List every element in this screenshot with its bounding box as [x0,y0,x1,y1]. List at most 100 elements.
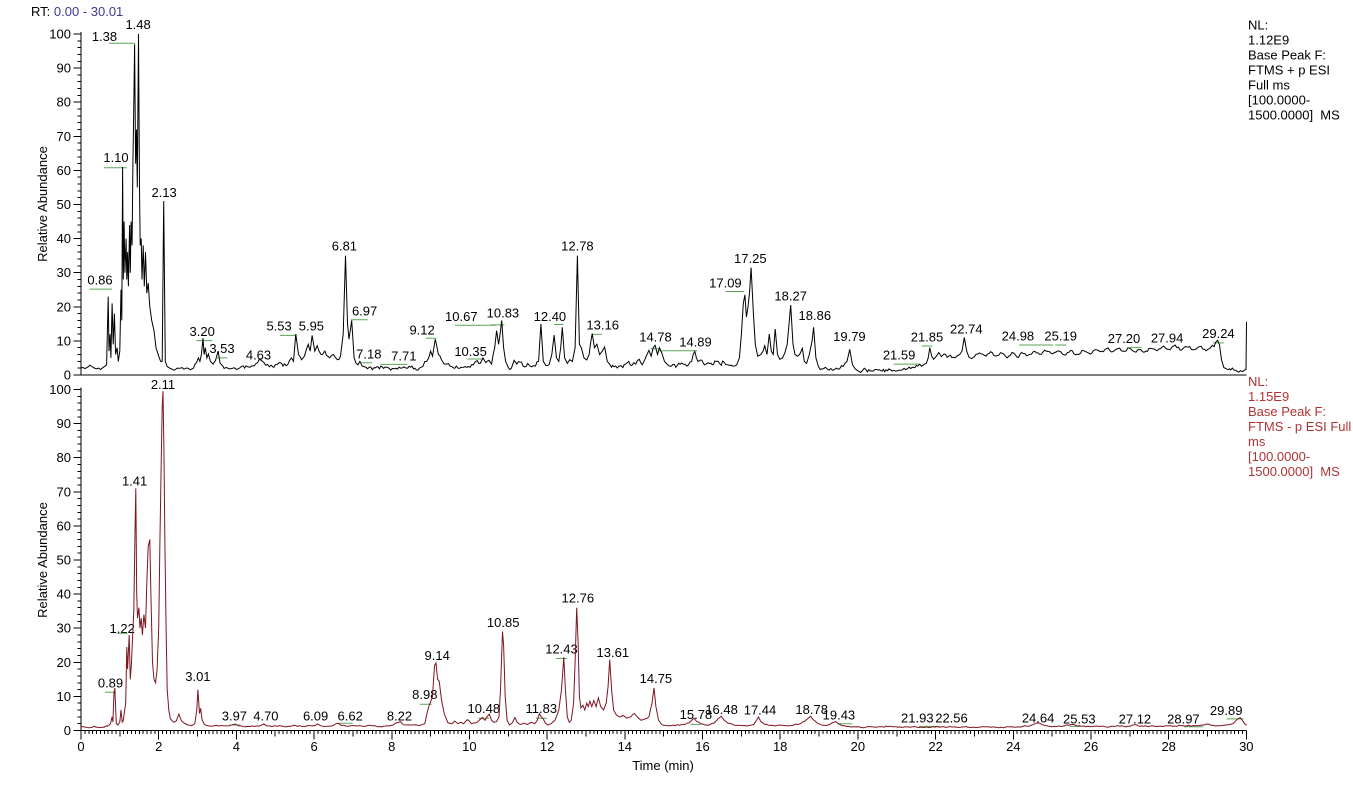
svg-text:19.79: 19.79 [833,329,866,344]
svg-text:6.62: 6.62 [338,708,363,723]
svg-text:28: 28 [1161,739,1175,754]
svg-text:18.78: 18.78 [795,702,828,717]
svg-text:18.27: 18.27 [774,289,807,304]
svg-text:14.78: 14.78 [639,330,672,345]
svg-text:13.16: 13.16 [586,318,619,333]
svg-text:70: 70 [57,484,71,499]
svg-text:9.14: 9.14 [425,648,450,663]
svg-text:21.59: 21.59 [883,348,916,363]
svg-text:1.48: 1.48 [125,17,150,32]
svg-text:4.70: 4.70 [253,708,278,723]
svg-text:9.12: 9.12 [409,322,434,337]
svg-text:50: 50 [57,197,71,212]
svg-text:80: 80 [57,95,71,110]
svg-text:3.20: 3.20 [190,324,215,339]
svg-text:1500.0000] MS: 1500.0000] MS [1248,464,1340,479]
svg-text:Base Peak F:: Base Peak F: [1248,404,1326,419]
svg-text:FTMS - p ESI Full: FTMS - p ESI Full [1248,419,1351,434]
svg-text:10.85: 10.85 [487,615,520,630]
svg-text:1.22: 1.22 [110,621,135,636]
svg-text:27.94: 27.94 [1151,331,1184,346]
svg-text:18.86: 18.86 [799,308,832,323]
svg-text:12.43: 12.43 [545,641,578,656]
svg-text:21.85: 21.85 [911,330,944,345]
svg-text:27.12: 27.12 [1119,711,1152,726]
svg-text:24.64: 24.64 [1022,711,1055,726]
svg-text:25.19: 25.19 [1044,329,1077,344]
svg-text:3.01: 3.01 [185,669,210,684]
svg-text:29.24: 29.24 [1202,326,1235,341]
svg-text:22.56: 22.56 [935,710,968,725]
svg-text:28.97: 28.97 [1167,711,1200,726]
svg-text:7.18: 7.18 [356,347,381,362]
svg-text:24.98: 24.98 [1002,329,1035,344]
svg-text:24: 24 [1006,739,1020,754]
svg-text:4.63: 4.63 [246,347,271,362]
svg-text:1.15E9: 1.15E9 [1248,389,1289,404]
svg-text:Base Peak F:: Base Peak F: [1248,48,1326,63]
svg-text:12: 12 [540,739,554,754]
svg-text:19.43: 19.43 [823,708,856,723]
svg-text:100: 100 [49,382,71,397]
svg-text:1.41: 1.41 [122,474,147,489]
svg-text:12.78: 12.78 [561,239,594,254]
svg-text:2.11: 2.11 [151,377,175,392]
svg-text:5.53: 5.53 [266,319,291,334]
svg-text:30: 30 [1239,739,1253,754]
svg-text:10.35: 10.35 [454,344,487,359]
svg-text:11.83: 11.83 [526,701,558,716]
svg-text:[100.0000-: [100.0000- [1248,93,1310,108]
svg-text:10.48: 10.48 [468,701,501,716]
svg-text:14.75: 14.75 [640,671,673,686]
svg-text:NL:: NL: [1248,18,1268,33]
svg-text:17.25: 17.25 [734,251,767,266]
svg-text:0.89: 0.89 [98,676,123,691]
svg-text:15.78: 15.78 [680,707,713,722]
svg-text:14: 14 [618,739,632,754]
svg-text:FTMS + p ESI: FTMS + p ESI [1248,63,1330,78]
svg-text:3.53: 3.53 [209,341,234,356]
svg-text:5.95: 5.95 [299,319,324,334]
svg-text:NL:: NL: [1248,374,1268,389]
svg-text:80: 80 [57,450,71,465]
svg-text:0: 0 [77,739,84,754]
svg-text:40: 40 [57,587,71,602]
svg-text:90: 90 [57,416,71,431]
svg-text:12.76: 12.76 [562,591,595,606]
svg-text:8.22: 8.22 [387,708,412,723]
svg-text:40: 40 [57,231,71,246]
svg-text:6.97: 6.97 [352,304,377,319]
svg-text:[100.0000-: [100.0000- [1248,449,1310,464]
svg-text:50: 50 [57,553,71,568]
svg-text:100: 100 [49,27,71,42]
svg-text:ms: ms [1248,434,1266,449]
svg-text:60: 60 [57,163,71,178]
svg-text:6.81: 6.81 [332,239,357,254]
svg-text:10: 10 [462,739,476,754]
svg-text:1.12E9: 1.12E9 [1248,33,1289,48]
svg-text:0: 0 [64,368,71,383]
svg-text:90: 90 [57,61,71,76]
svg-text:27.20: 27.20 [1108,331,1141,346]
svg-text:16.48: 16.48 [705,702,738,717]
svg-text:60: 60 [57,518,71,533]
svg-text:22.74: 22.74 [950,322,983,337]
svg-text:22: 22 [928,739,942,754]
svg-text:18: 18 [773,739,787,754]
svg-text:29.89: 29.89 [1210,703,1243,718]
svg-text:7.71: 7.71 [391,348,416,363]
svg-text:4: 4 [233,739,240,754]
svg-text:10: 10 [57,689,71,704]
svg-text:1500.0000] MS: 1500.0000] MS [1248,108,1340,123]
svg-text:10: 10 [57,333,71,348]
svg-text:6: 6 [310,739,317,754]
svg-text:26: 26 [1084,739,1098,754]
svg-text:8.98: 8.98 [412,687,437,702]
svg-text:1.10: 1.10 [103,150,128,165]
svg-text:0: 0 [64,723,71,738]
svg-text:30: 30 [57,621,71,636]
svg-text:17.44: 17.44 [744,703,777,718]
svg-text:25.53: 25.53 [1063,712,1096,727]
svg-text:Time (min): Time (min) [632,758,694,773]
svg-text:20: 20 [57,299,71,314]
